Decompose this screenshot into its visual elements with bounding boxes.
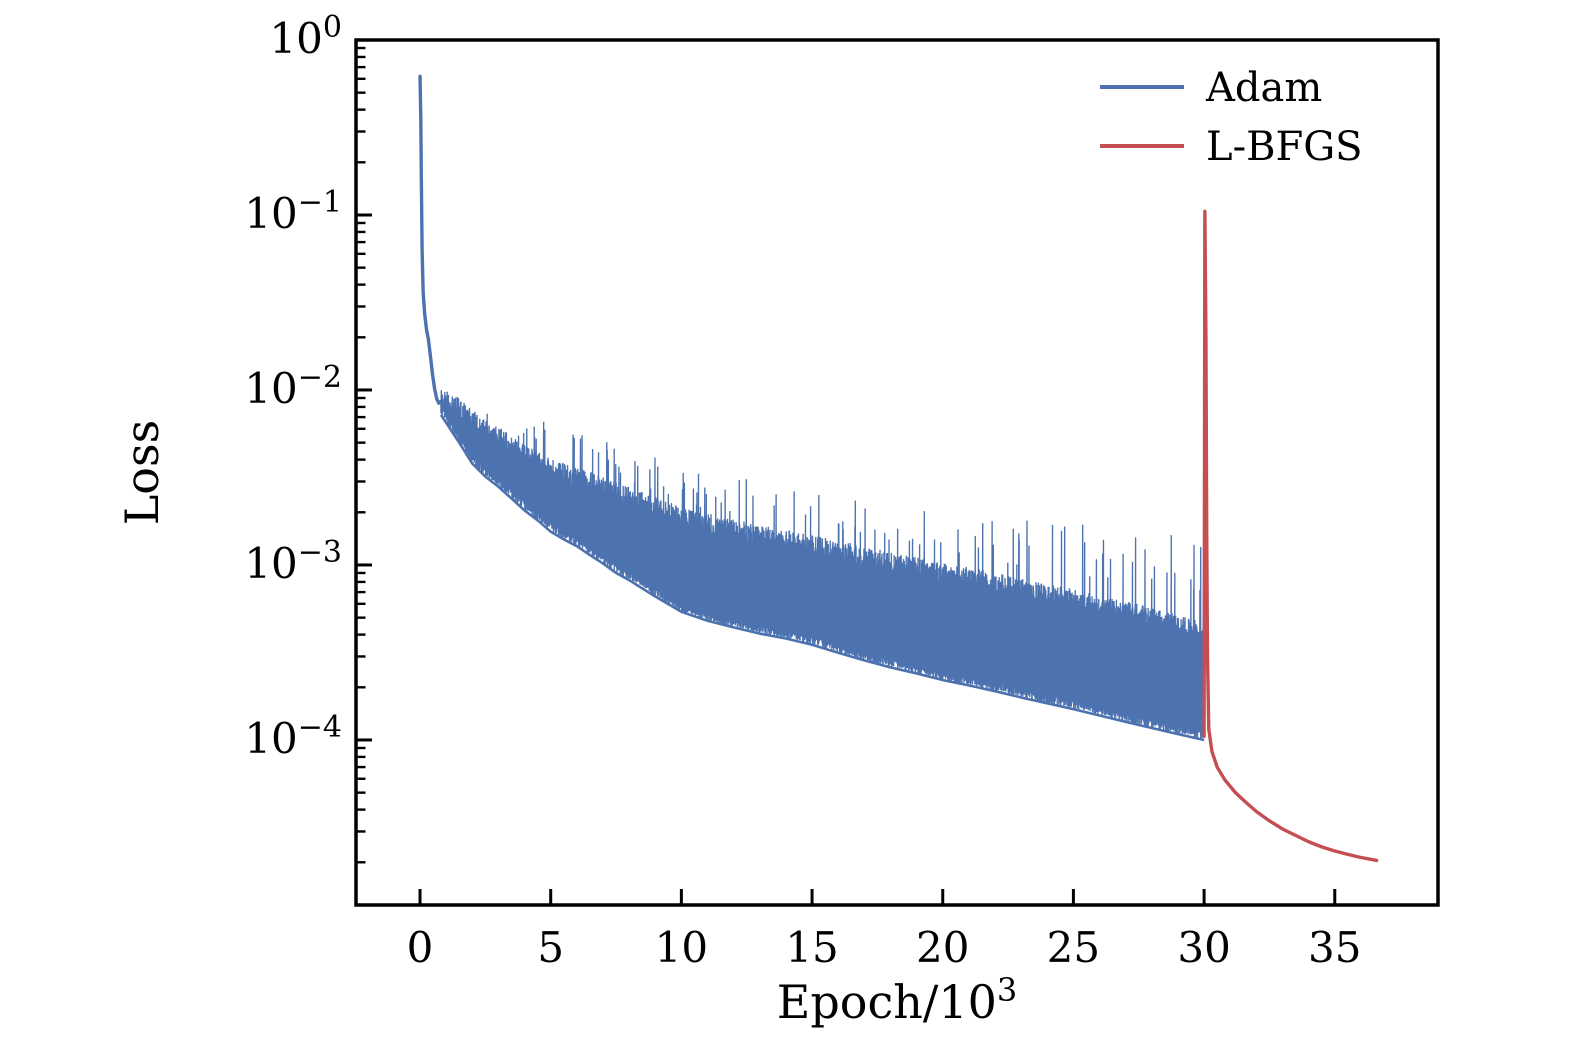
x-tick-label: 20: [916, 923, 969, 972]
legend-item-adam: Adam: [1100, 65, 1322, 111]
x-axis-tick-labels: 0 5 10 15 20 25 30 35: [407, 923, 1362, 972]
x-tick-label: 0: [407, 923, 434, 972]
legend-label: L-BFGS: [1206, 124, 1363, 170]
x-tick-label: 10: [655, 923, 708, 972]
series-adam-band: [440, 390, 1205, 739]
y-tick-label: 10−2: [244, 360, 342, 413]
x-tick-label: 25: [1047, 923, 1100, 972]
y-tick-label: 100: [269, 10, 342, 63]
legend: Adam L-BFGS: [1100, 65, 1363, 170]
plot-frame: [354, 38, 1440, 907]
x-tick-label: 30: [1177, 923, 1230, 972]
series-adam-head: [418, 74, 443, 405]
x-axis-label: Epoch/103: [777, 971, 1018, 1029]
series-adam-lower-envelope: [439, 414, 1205, 742]
legend-label: Adam: [1205, 65, 1322, 111]
y-tick-label: 10−1: [244, 185, 342, 238]
x-axis-ticks: [418, 889, 1337, 905]
x-tick-label: 35: [1308, 923, 1361, 972]
y-tick-label: 10−3: [244, 535, 342, 588]
plot-area: [418, 74, 1379, 863]
legend-item-l-bfgs: L-BFGS: [1100, 124, 1363, 170]
y-axis-label: Loss: [115, 420, 169, 525]
x-tick-label: 5: [537, 923, 564, 972]
y-axis-tick-labels: 100 10−1 10−2 10−3 10−4: [244, 10, 342, 763]
x-tick-label: 15: [785, 923, 838, 972]
y-tick-label: 10−4: [244, 710, 342, 763]
y-axis-ticks: [356, 38, 372, 864]
series-lbfgs: [1202, 209, 1379, 863]
